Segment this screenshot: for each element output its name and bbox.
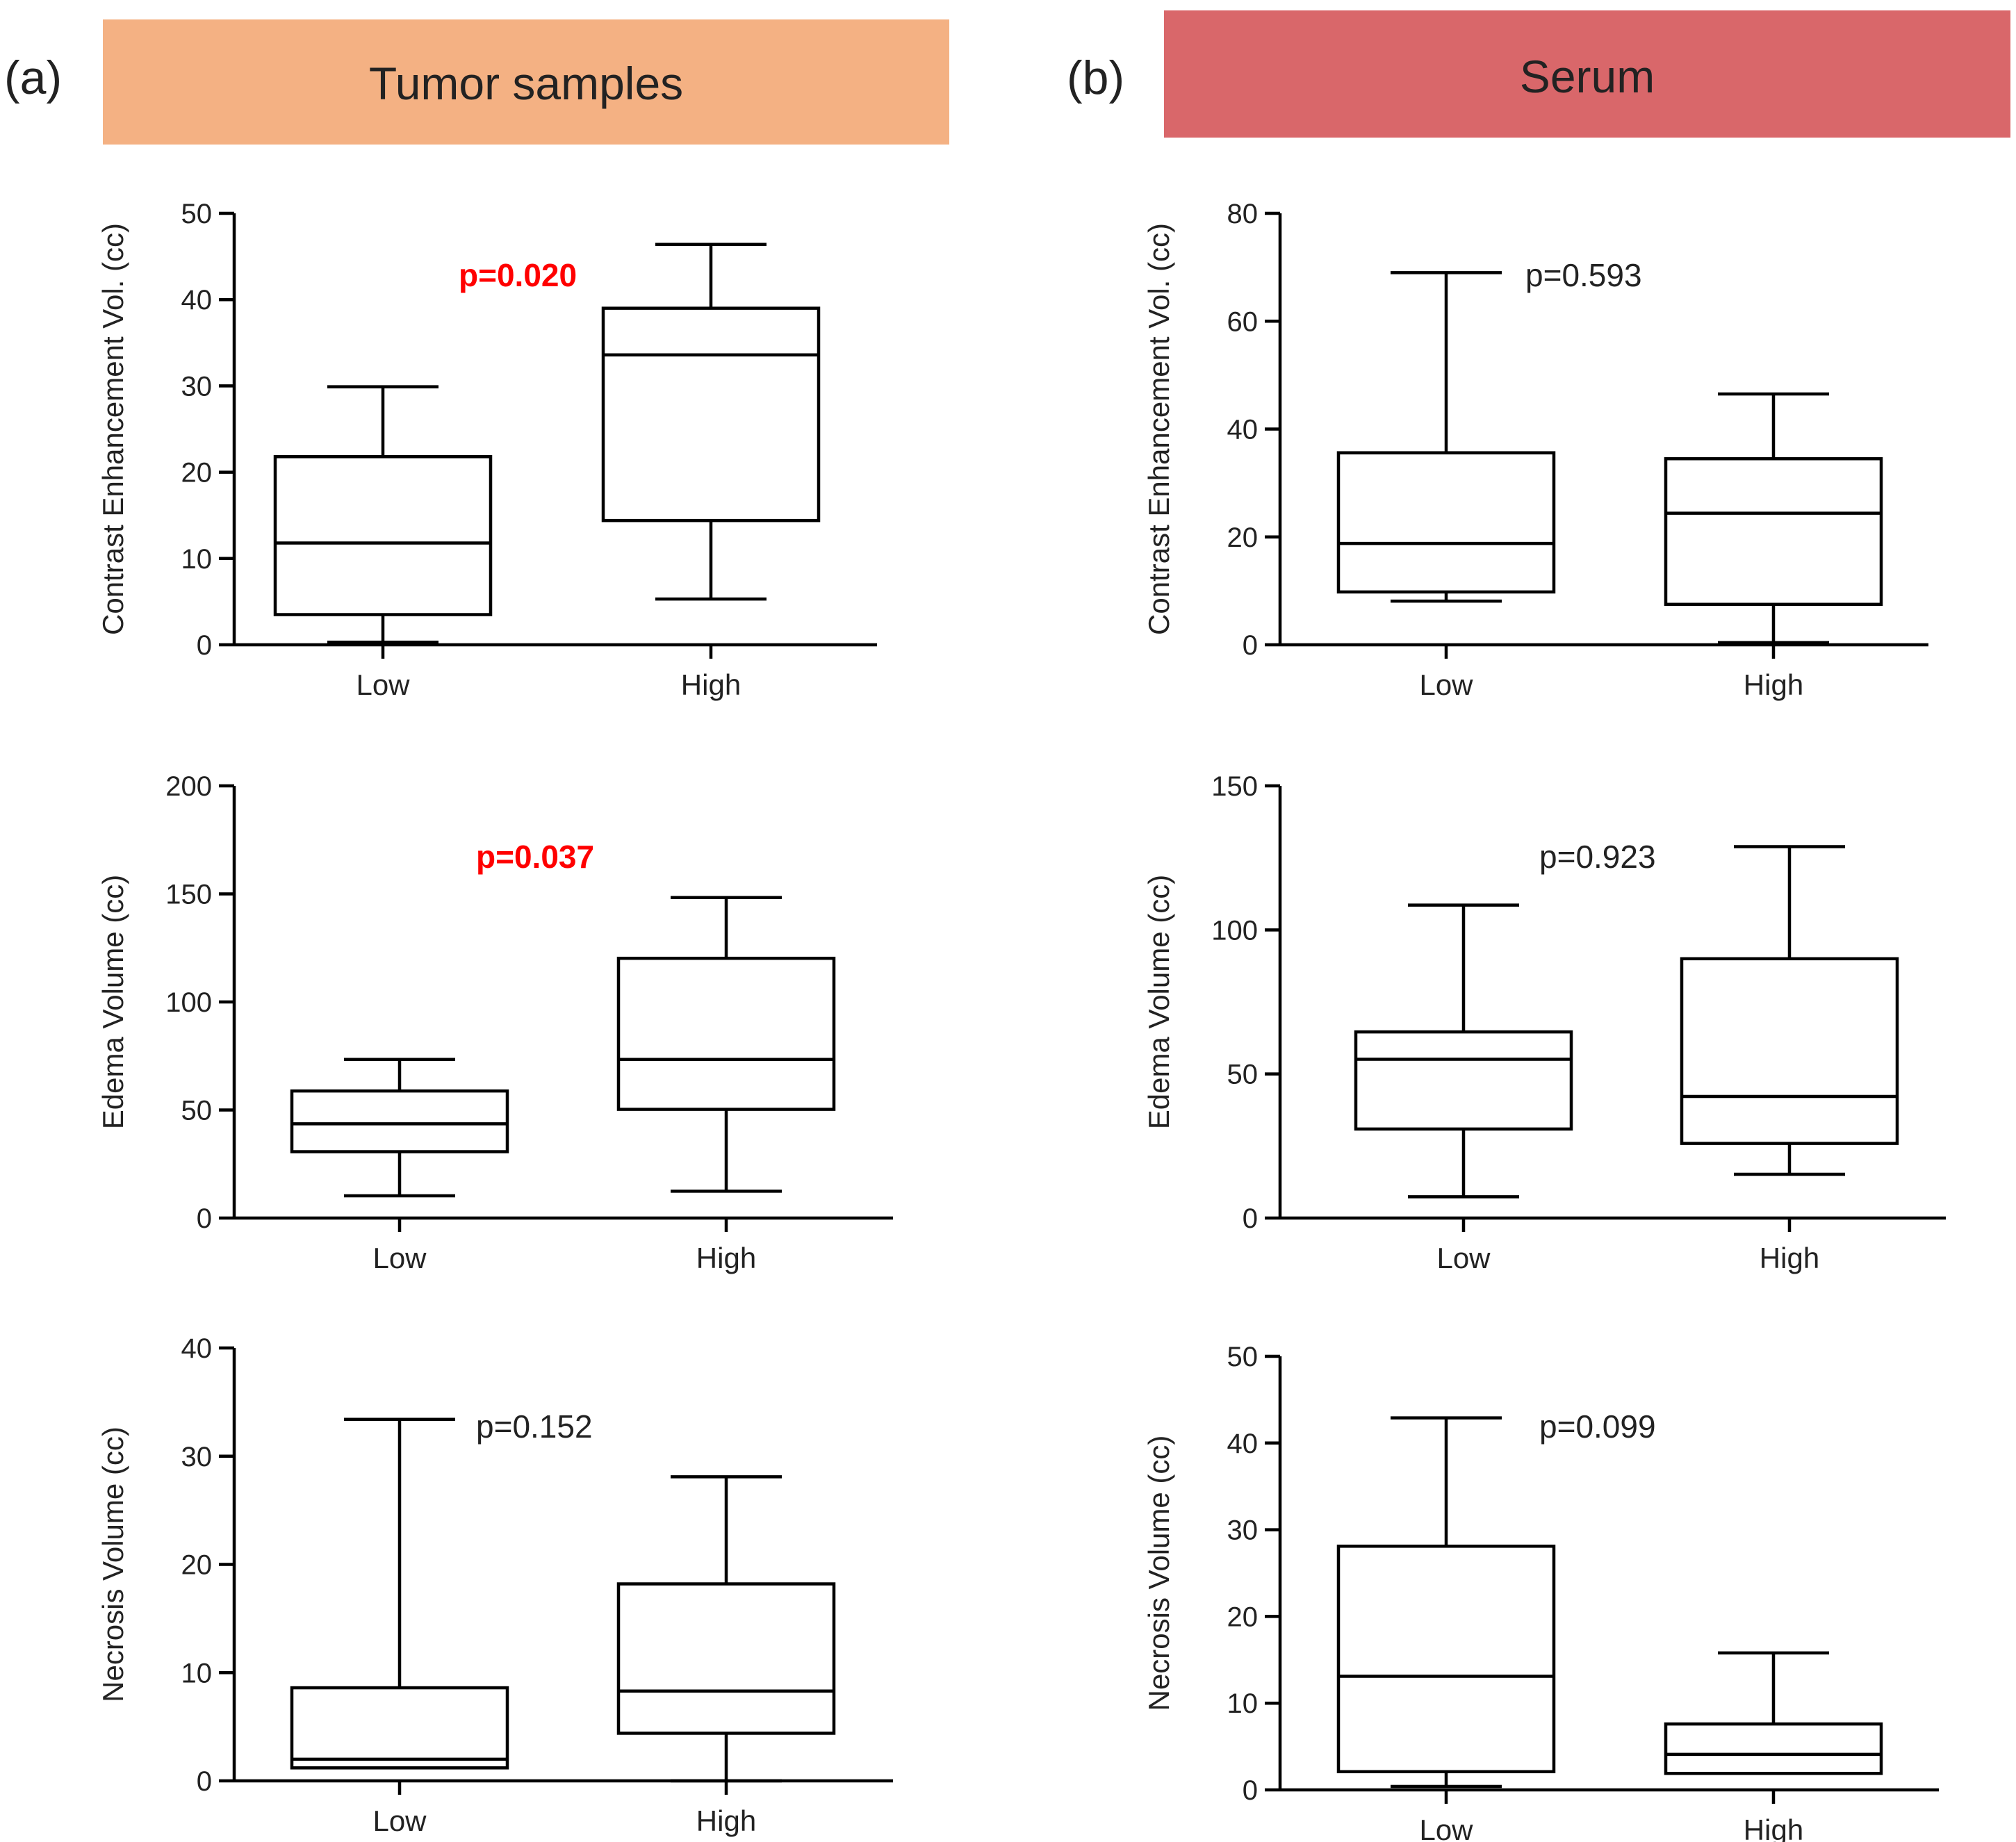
y-tick-label: 50	[181, 1096, 213, 1126]
y-tick-label: 80	[1227, 199, 1259, 229]
y-axis-label: Edema Volume (cc)	[97, 875, 129, 1129]
panel-b-header-bar	[1164, 10, 2010, 138]
box-low	[273, 385, 493, 644]
box-high	[616, 896, 836, 1193]
box-low	[290, 1058, 509, 1198]
panel-a: (a) Tumor samples	[4, 19, 949, 145]
y-axis-label: Contrast Enhancement Vol. (cc)	[1142, 223, 1175, 635]
y-tick-label: 200	[165, 771, 212, 802]
p-value-label: p=0.593	[1525, 257, 1642, 293]
y-tick-label: 40	[1227, 1429, 1259, 1459]
y-tick-label: 100	[165, 987, 212, 1018]
iqr-box	[1336, 1545, 1556, 1774]
y-tick-label: 0	[197, 1766, 212, 1797]
x-category-label-low: Low	[356, 668, 410, 701]
panel-a-header-title: Tumor samples	[369, 58, 683, 109]
y-tick-label: 30	[181, 371, 213, 402]
chart-serum-contrast-enhancement: 0 20 40 60 80 Contrast Enhancement Vol. (cc) L…	[1142, 199, 1928, 701]
y-tick-label: 100	[1211, 915, 1258, 946]
y-tick-label: 30	[181, 1442, 213, 1472]
box-high	[601, 242, 821, 601]
y-tick-label: 30	[1227, 1515, 1259, 1546]
iqr-box	[1664, 1722, 1883, 1775]
iqr-box	[616, 1582, 836, 1735]
y-tick-label: 20	[1227, 1602, 1259, 1632]
iqr-box	[1354, 1030, 1573, 1131]
panel-a-header-bar	[103, 19, 949, 145]
x-category-label-high: High	[1744, 668, 1803, 701]
chart-tumor-necrosis-volume: 0 10 20 30 40 Necrosis Volume (cc) Low High p=0.…	[97, 1333, 893, 1837]
box-high	[616, 1475, 836, 1783]
x-category-label-low: Low	[1419, 668, 1473, 701]
y-tick-label: 50	[181, 199, 213, 229]
y-tick-label: 40	[1227, 415, 1259, 445]
box-low	[290, 1417, 509, 1770]
y-tick-label: 150	[1211, 771, 1258, 802]
y-tick-label: 50	[1227, 1342, 1259, 1372]
box-low	[1336, 1416, 1556, 1788]
iqr-box	[290, 1089, 509, 1153]
y-tick-label: 0	[1243, 630, 1258, 661]
y-tick-label: 20	[1227, 523, 1259, 553]
iqr-box	[1336, 451, 1556, 594]
chart-serum-necrosis-volume: 0 10 20 30 40 50 Necrosis Volume (cc) Low High p=…	[1142, 1342, 1939, 1842]
box-high	[1680, 845, 1899, 1176]
x-category-label-high: High	[696, 1804, 756, 1837]
y-axis-label: Edema Volume (cc)	[1142, 875, 1175, 1129]
iqr-box	[1664, 457, 1883, 607]
x-category-label-high: High	[1760, 1242, 1819, 1274]
box-high	[1664, 392, 1883, 645]
chart-tumor-edema-volume: 0 50 100 150 200 Edema Volume (cc) Low High p=0.…	[97, 771, 893, 1274]
x-category-label-high: High	[681, 668, 741, 701]
y-tick-label: 60	[1227, 306, 1259, 337]
panel-b-letter: (b)	[1067, 51, 1124, 104]
iqr-box	[601, 306, 821, 523]
box-low	[1336, 271, 1556, 603]
x-category-label-high: High	[1744, 1814, 1803, 1842]
y-tick-label: 20	[181, 1550, 213, 1581]
box-low	[1354, 903, 1573, 1199]
iqr-box	[273, 454, 493, 616]
y-tick-label: 20	[181, 458, 213, 488]
panel-a-letter: (a)	[4, 51, 62, 104]
box-high	[1664, 1651, 1883, 1775]
panel-b-header-title: Serum	[1520, 51, 1655, 102]
iqr-box	[1680, 957, 1899, 1145]
x-category-label-low: Low	[372, 1804, 427, 1837]
p-value-label: p=0.152	[476, 1408, 593, 1445]
y-axis-label: Necrosis Volume (cc)	[1142, 1436, 1175, 1711]
iqr-box	[616, 956, 836, 1111]
y-axis-label: Necrosis Volume (cc)	[97, 1426, 129, 1702]
y-tick-label: 50	[1227, 1060, 1259, 1090]
p-value-label: p=0.923	[1539, 839, 1656, 875]
x-category-label-low: Low	[1419, 1814, 1473, 1842]
p-value-label: p=0.099	[1539, 1408, 1656, 1445]
chart-tumor-contrast-enhancement: 0 10 20 30 40 50 Contrast Enhancement Vol. (cc…	[97, 199, 877, 701]
y-tick-label: 0	[197, 630, 212, 661]
iqr-box	[290, 1686, 509, 1770]
panel-b: (b) Serum	[1067, 10, 2010, 138]
y-tick-label: 10	[181, 544, 213, 575]
y-tick-label: 0	[1243, 1775, 1258, 1806]
y-tick-label: 40	[181, 285, 213, 315]
p-value-label: p=0.020	[459, 257, 577, 293]
y-tick-label: 0	[1243, 1203, 1258, 1234]
x-category-label-low: Low	[372, 1242, 427, 1274]
x-category-label-low: Low	[1436, 1242, 1491, 1274]
chart-serum-edema-volume: 0 50 100 150 Edema Volume (cc) Low High p=0.923	[1142, 771, 1946, 1274]
x-category-label-high: High	[696, 1242, 756, 1274]
y-tick-label: 10	[1227, 1688, 1259, 1719]
p-value-label: p=0.037	[476, 839, 594, 875]
y-tick-label: 0	[197, 1203, 212, 1234]
y-tick-label: 40	[181, 1333, 213, 1364]
y-axis-label: Contrast Enhancement Vol. (cc)	[97, 223, 129, 635]
y-tick-label: 150	[165, 880, 212, 910]
y-tick-label: 10	[181, 1658, 213, 1688]
